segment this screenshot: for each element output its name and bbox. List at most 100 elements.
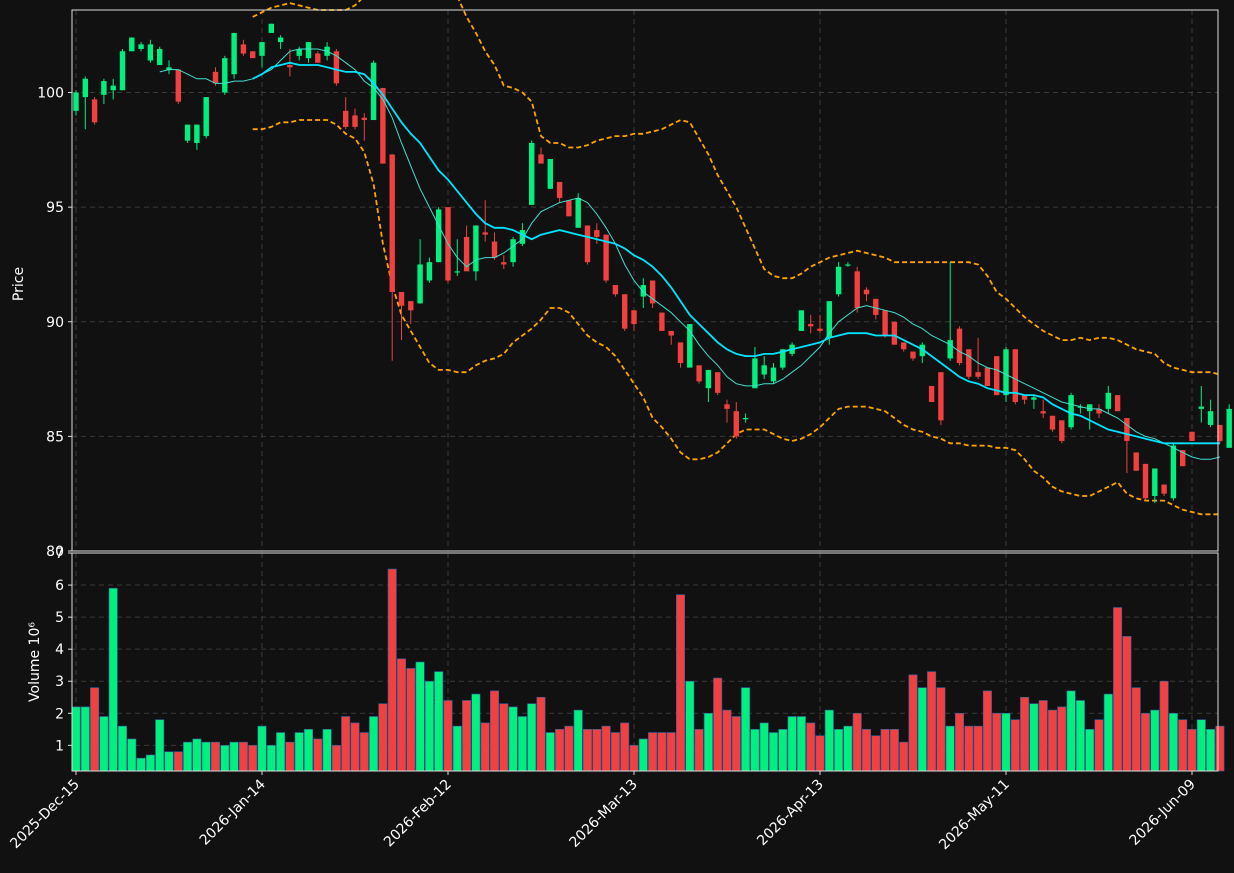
volume-bar [861, 729, 871, 772]
volume-bar [889, 729, 899, 772]
candle-body [994, 356, 1000, 396]
volume-bar [527, 703, 537, 772]
volume-bar [499, 703, 509, 772]
volume-bar [899, 741, 909, 772]
candle-body [91, 99, 98, 123]
candle-body [724, 404, 730, 409]
candle-body [538, 154, 544, 164]
volume-bar [638, 738, 648, 772]
candle-body [901, 342, 907, 350]
volume-bar [1196, 719, 1206, 772]
candle-body [919, 344, 925, 357]
volume-bar [1178, 719, 1188, 772]
candle-body [882, 310, 888, 336]
volume-bar [294, 732, 304, 772]
volume-bar [666, 732, 676, 772]
candle-body [166, 67, 172, 70]
candle-body [928, 385, 935, 402]
volume-bar [1075, 700, 1085, 772]
candle-body [752, 358, 758, 389]
volume-bar [610, 732, 620, 772]
volume-bar [238, 741, 248, 772]
candle-body [1142, 463, 1149, 499]
volume-bar [1113, 607, 1123, 772]
candle-body [705, 369, 712, 389]
candle-body [408, 301, 414, 311]
volume-bar [118, 725, 128, 772]
candle-body [222, 58, 228, 93]
volume-bar [871, 735, 881, 772]
volume-bar [1001, 712, 1011, 772]
volume-bar [1215, 725, 1225, 772]
candle-body [101, 81, 107, 95]
volume-bar [257, 725, 267, 772]
candle-body [82, 78, 88, 98]
price-panel-frame [71, 9, 1219, 552]
volume-bar [787, 716, 797, 772]
volume-bar [694, 729, 704, 772]
volume-bar [164, 751, 174, 772]
candle-body [845, 264, 851, 266]
candle-body [529, 142, 535, 205]
volume-bar [508, 706, 518, 772]
volume-bar [806, 722, 816, 772]
candle-body [612, 285, 619, 295]
candle-body [501, 262, 507, 265]
volume-bar [1038, 700, 1048, 772]
candle-body [73, 92, 79, 111]
candle-body [1012, 349, 1018, 402]
volume-bar [778, 729, 788, 772]
volume-bar [90, 687, 100, 772]
volume-bar [1206, 729, 1216, 772]
volume-bar [1057, 706, 1067, 772]
volume-bar [1141, 712, 1151, 772]
volume-panel-frame [71, 552, 1219, 772]
volume-bar [917, 687, 927, 772]
candle-body [696, 365, 702, 382]
candle-body [1049, 415, 1056, 430]
candle-body [436, 209, 442, 263]
volume-bar [201, 741, 211, 772]
volume-bar [982, 690, 992, 772]
candle-body [491, 241, 498, 258]
price-tick-label: 95 [46, 200, 64, 216]
candle-body [1040, 411, 1046, 414]
volume-bar [880, 729, 890, 772]
candle-body [1059, 420, 1065, 441]
candle-body [863, 289, 870, 295]
volume-bar [489, 690, 499, 772]
candle-body [956, 328, 963, 364]
volume-bar [1048, 709, 1058, 772]
candle-body [891, 321, 898, 345]
candle-body [231, 32, 237, 75]
candle-body [854, 271, 860, 309]
candle-body [873, 298, 879, 315]
candle-body [315, 53, 321, 63]
candle-body [343, 110, 349, 127]
volume-bar [1187, 729, 1197, 772]
candle-body [668, 330, 674, 336]
candle-body [1207, 411, 1214, 425]
candle-body [742, 418, 749, 420]
volume-plot [71, 568, 1225, 772]
volume-bar [313, 738, 323, 772]
price-tick-label: 100 [37, 86, 64, 102]
candle-body [1114, 395, 1121, 412]
volume-bar [945, 725, 955, 772]
candle-body [473, 225, 479, 272]
candle-body [352, 115, 358, 127]
candle-body [417, 264, 423, 304]
candle-body [556, 181, 563, 198]
volume-tick-label: 5 [55, 610, 64, 626]
volume-bar [108, 587, 118, 772]
candle-body [287, 65, 293, 68]
price-tick-label: 80 [46, 544, 64, 560]
volume-bar [750, 729, 760, 772]
volume-bar [369, 716, 379, 772]
candle-body [715, 372, 721, 393]
candle-body [1133, 452, 1139, 471]
volume-bar [145, 754, 155, 772]
price-plot [73, 0, 1232, 516]
candle-body [910, 351, 916, 359]
